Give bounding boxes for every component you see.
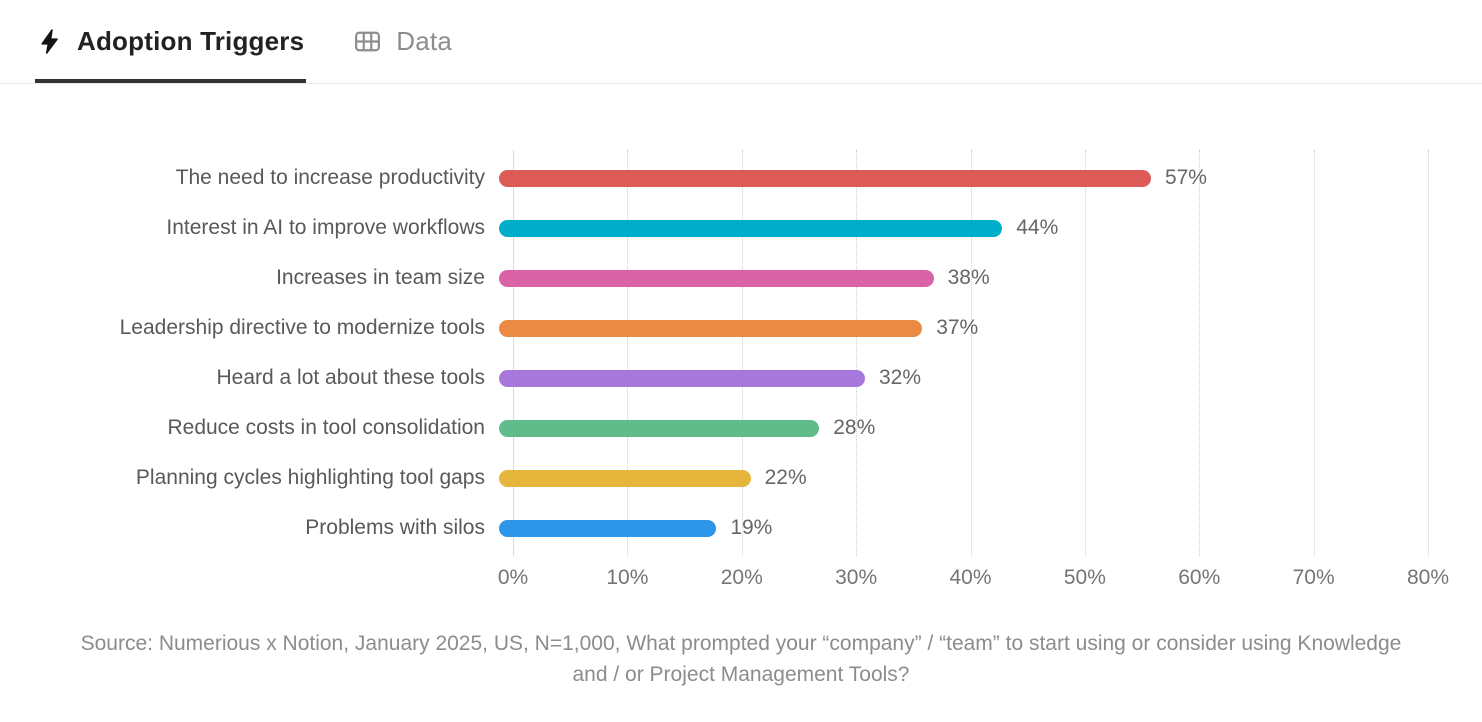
category-label: Planning cycles highlighting tool gaps — [135, 466, 485, 489]
gridline — [1199, 150, 1201, 556]
y-axis-line — [513, 150, 514, 556]
value-label: 57% — [1164, 166, 1207, 189]
bar[interactable] — [499, 319, 923, 337]
gridline — [856, 150, 858, 556]
x-tick-label: 30% — [835, 566, 878, 589]
value-label: 44% — [1016, 216, 1059, 239]
gridline — [1428, 150, 1429, 556]
gridline — [970, 150, 972, 556]
tab-label: Adoption Triggers — [77, 26, 305, 56]
category-label: Interest in AI to improve workflows — [166, 216, 485, 239]
bar-track: 44% — [499, 216, 1414, 240]
tab-label: Data — [396, 26, 453, 56]
chart-row: Leadership directive to modernize tools 3… — [0, 303, 1482, 353]
bar-track: 57% — [499, 166, 1414, 190]
bar-track: 37% — [499, 316, 1414, 340]
tab-bar: Adoption Triggers Data — [0, 0, 1482, 84]
adoption-triggers-chart: The need to increase productivity 57% Inte… — [0, 150, 1482, 595]
bar[interactable] — [499, 419, 820, 437]
source-caption: Source: Numerious x Notion, January 2025… — [80, 632, 1402, 686]
bar-track: 32% — [499, 366, 1414, 390]
value-label: 28% — [833, 416, 876, 439]
chart-row: The need to increase productivity 57% — [0, 153, 1482, 203]
value-label: 22% — [764, 466, 807, 489]
category-label: Increases in team size — [276, 266, 485, 289]
x-tick-label: 80% — [1406, 566, 1450, 589]
bar-track: 22% — [499, 466, 1414, 490]
x-tick-label: 10% — [606, 566, 649, 589]
x-tick-label: 50% — [1063, 566, 1106, 589]
chart-row: Problems with silos 19% — [0, 503, 1482, 553]
value-label: 32% — [879, 366, 922, 389]
bar[interactable] — [499, 369, 865, 387]
chart-row: Increases in team size 38% — [0, 253, 1482, 303]
value-label: 38% — [947, 266, 990, 289]
category-label: Leadership directive to modernize tools — [119, 316, 485, 339]
chart-row: Reduce costs in tool consolidation 28% — [0, 403, 1482, 453]
category-label: Problems with silos — [305, 516, 485, 539]
x-tick-label: 40% — [949, 566, 992, 589]
gridline — [627, 150, 629, 556]
bar-track: 19% — [499, 516, 1414, 540]
gridlines — [513, 150, 1429, 556]
bar[interactable] — [499, 169, 1151, 187]
bar[interactable] — [499, 219, 1003, 237]
gridline — [1313, 150, 1315, 556]
bar-track: 28% — [499, 416, 1414, 440]
tab-adoption-triggers[interactable]: Adoption Triggers — [35, 0, 307, 83]
gridline — [1084, 150, 1086, 556]
bar[interactable] — [499, 469, 751, 487]
bar[interactable] — [499, 269, 934, 287]
category-label: Heard a lot about these tools — [216, 366, 485, 389]
chart-row: Heard a lot about these tools 32% — [0, 353, 1482, 403]
value-label: 37% — [936, 316, 979, 339]
gridline — [741, 150, 743, 556]
chart-rows: The need to increase productivity 57% Inte… — [0, 153, 1482, 553]
category-label: Reduce costs in tool consolidation — [167, 416, 485, 439]
bar-track: 38% — [499, 266, 1414, 290]
bar[interactable] — [499, 519, 717, 537]
chart-row: Interest in AI to improve workflows 44% — [0, 203, 1482, 253]
value-label: 19% — [730, 516, 773, 539]
x-tick-label: 0% — [497, 566, 529, 589]
x-axis: 0% 10% 20% 30% 40% 50% 60% 70% 80% — [498, 553, 1449, 595]
x-tick-label: 70% — [1292, 566, 1335, 589]
table-icon — [355, 31, 381, 52]
chart-row: Planning cycles highlighting tool gaps 22… — [0, 453, 1482, 503]
tab-data[interactable]: Data — [350, 0, 454, 83]
category-label: The need to increase productivity — [175, 166, 485, 189]
x-tick-label: 20% — [720, 566, 763, 589]
lightning-icon — [41, 29, 58, 54]
x-tick-label: 60% — [1178, 566, 1221, 589]
